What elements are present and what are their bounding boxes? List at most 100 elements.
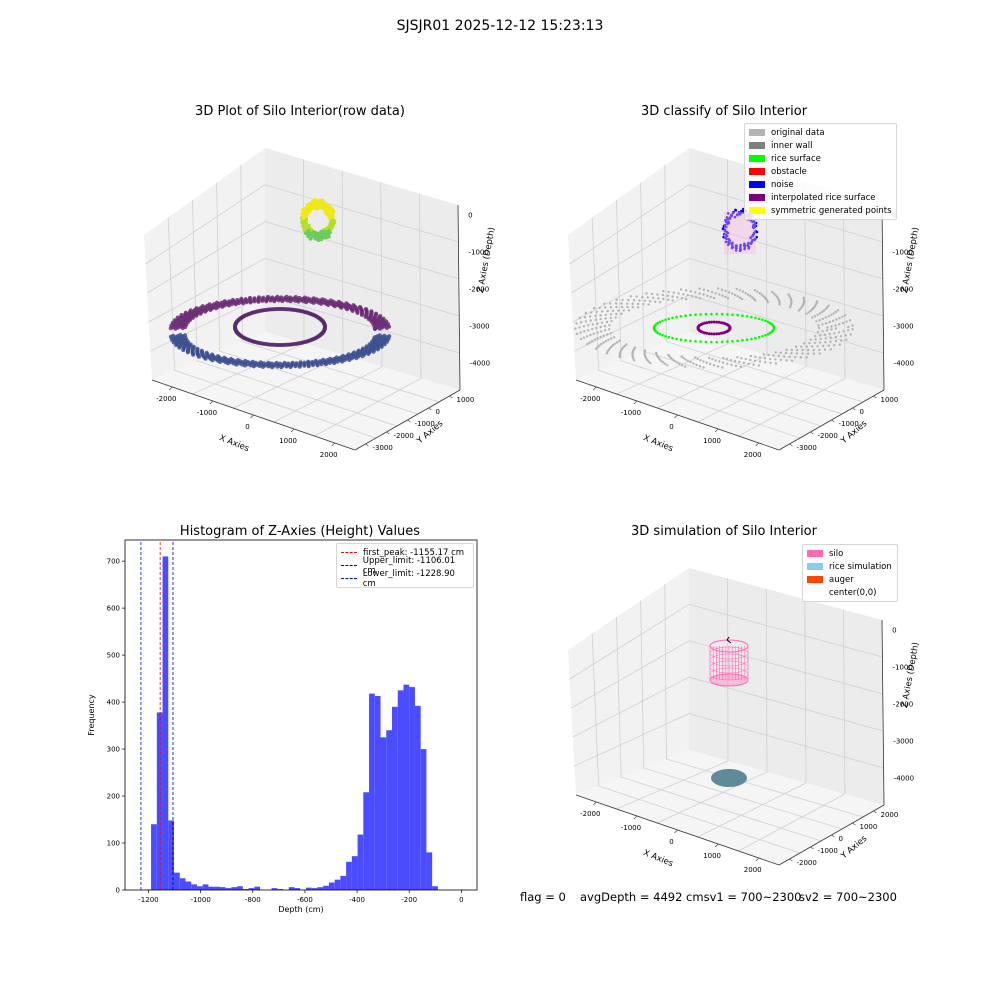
classify-point <box>675 361 679 364</box>
classify-point <box>603 329 607 332</box>
classify-point <box>731 292 734 295</box>
legend-item: Upper_limit: -1106.01 cm <box>341 556 469 576</box>
classify-x-axis-label: X Axies <box>642 433 675 454</box>
classify-point <box>840 339 843 342</box>
classify-point <box>724 289 727 293</box>
classify-point <box>818 348 821 352</box>
raw-point <box>235 298 240 303</box>
classify-y-tick-label: -2000 <box>818 432 838 440</box>
classify-point <box>785 348 788 351</box>
raw-point <box>194 306 199 311</box>
classify-point <box>596 331 599 334</box>
classify-point <box>749 236 752 239</box>
histogram-bar <box>202 884 209 890</box>
classify-point <box>738 289 742 292</box>
classify-point <box>694 313 697 316</box>
legend-swatch <box>749 194 765 201</box>
classify-point <box>627 309 631 312</box>
legend-item: interpolated rice surface <box>749 191 892 204</box>
classify-point <box>599 314 602 317</box>
histogram-bar <box>363 792 370 890</box>
classify-point <box>828 332 831 336</box>
histogram-bar <box>323 885 329 890</box>
classify-point <box>821 330 824 333</box>
classify-point <box>607 328 611 331</box>
legend-line-swatch <box>341 552 357 553</box>
classify-point <box>838 316 841 320</box>
histogram-bar <box>162 556 169 890</box>
classify-point <box>809 338 812 341</box>
classify-point <box>699 340 702 343</box>
classify-point <box>720 312 724 316</box>
classify-point <box>656 293 659 296</box>
classify-point <box>587 329 590 332</box>
classify-point <box>741 290 745 293</box>
classify-point <box>784 351 788 355</box>
raw-grid-y <box>216 182 419 415</box>
classify-point <box>758 360 762 363</box>
classify-point <box>614 302 618 305</box>
classify-grid-x <box>697 182 807 423</box>
classify-point <box>733 359 737 363</box>
legend-item: original data <box>749 126 892 139</box>
raw-grid-z <box>148 257 460 323</box>
classify-point <box>671 299 674 302</box>
classify-point <box>578 316 582 320</box>
legend-item: rice surface <box>749 152 892 165</box>
auger-marker <box>726 636 732 644</box>
raw-point <box>261 295 266 300</box>
raw-x-tick <box>250 414 254 419</box>
x-tick-label: -1000 <box>190 896 210 904</box>
classify-point <box>751 238 754 242</box>
classify-point <box>719 331 723 335</box>
classify-point <box>728 325 732 329</box>
classify-point <box>851 328 854 331</box>
simulation-grid-y <box>591 633 801 854</box>
classify-point <box>584 320 588 323</box>
classify-y-tick <box>873 395 877 399</box>
classify-point <box>774 358 777 361</box>
classify-point <box>734 364 738 368</box>
classify-point <box>744 292 747 295</box>
silo-ring <box>709 646 749 660</box>
classify-point <box>736 213 739 217</box>
raw-point <box>195 346 200 351</box>
classify-grid-z <box>570 221 883 294</box>
classify-point <box>849 333 852 336</box>
raw-point <box>379 344 384 349</box>
raw-point <box>204 350 209 355</box>
classify-point <box>725 237 728 241</box>
classify-point <box>824 322 828 325</box>
raw-point <box>355 310 360 315</box>
raw-point <box>200 304 205 309</box>
classify-point <box>795 348 799 352</box>
classify-point <box>643 349 647 352</box>
classify-point <box>806 348 810 352</box>
classify-point <box>747 293 750 296</box>
classify-point <box>579 337 583 341</box>
classify-point <box>709 295 712 298</box>
raw-point <box>330 219 334 224</box>
classify-point <box>799 356 803 359</box>
classify-grid-y <box>664 165 864 403</box>
classify-point <box>715 340 718 344</box>
histogram-bar <box>351 856 358 890</box>
raw-y-tick <box>407 419 411 423</box>
legend-line-swatch <box>341 565 357 566</box>
classify-point <box>837 331 841 334</box>
histogram-bar <box>185 881 192 890</box>
legend-label: rice simulation <box>829 561 892 572</box>
histogram-bar <box>191 884 197 890</box>
histogram-bar <box>277 889 284 890</box>
classify-point <box>753 359 757 362</box>
classify-point <box>716 287 720 290</box>
classify-point <box>602 334 605 337</box>
simulation-y-tick-label: 1000 <box>860 823 878 831</box>
histogram-bar <box>237 886 243 890</box>
classify-point <box>707 320 711 324</box>
classify-point <box>749 354 753 358</box>
classify-point <box>709 362 712 366</box>
raw-point <box>350 308 355 313</box>
classify-point <box>790 348 793 352</box>
classify-x-tick-label: -2000 <box>580 395 600 403</box>
